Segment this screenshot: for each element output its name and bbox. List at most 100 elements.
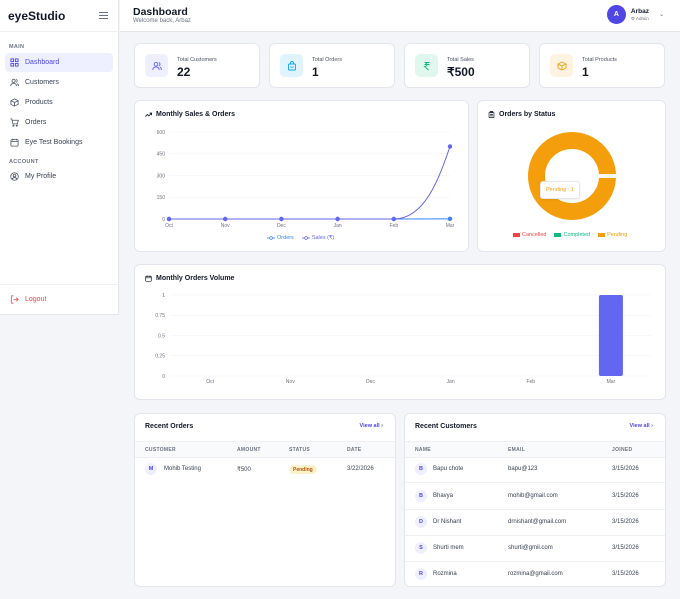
legend-item-sales[interactable]: Sales (₹) (301, 235, 334, 241)
avatar: A (606, 5, 626, 24)
x-tick-label: Mar (446, 223, 455, 229)
stat-value: 1 (582, 65, 589, 79)
y-tick-label: 450 (157, 152, 166, 158)
stat-label: Total Products (582, 57, 617, 63)
rupee-icon (415, 54, 438, 77)
chevron-right-icon: › (381, 423, 383, 429)
y-tick-label: 150 (157, 195, 166, 201)
orders-by-status-card: Orders by Status Pending : 1 Cancelled C… (477, 100, 666, 252)
y-tick-label: 0 (162, 217, 165, 223)
x-tick-label: Oct (165, 223, 173, 229)
legend-item-completed[interactable]: Completed (554, 232, 590, 238)
app-logo: eyeStudio (8, 8, 66, 23)
table-row[interactable]: B Bapu chote bapu@123 3/15/2026 (405, 457, 665, 483)
sales-line-chart: 0 150 300 450 600 Oct Nov Dec Jan Feb Mar (157, 130, 455, 229)
recent-customers-card: Recent Customers View all › NAME EMAIL J… (404, 413, 666, 587)
box-icon (550, 54, 573, 77)
customer-name: Mohib Testing (164, 466, 201, 472)
user-circle-icon (10, 172, 19, 181)
legend-item-orders[interactable]: Orders (267, 235, 294, 241)
stat-card-products: Total Products 1 (539, 43, 665, 88)
sidebar-item-eye-test-bookings[interactable]: Eye Test Bookings (5, 133, 113, 152)
chevron-down-icon: ⌄ (658, 12, 664, 18)
table-row[interactable]: B Bhavya mohib@gmail.com 3/15/2026 (405, 484, 665, 510)
column-header: JOINED (612, 447, 633, 453)
stat-card-customers: Total Customers 22 (134, 43, 260, 88)
y-tick-label: 0.25 (155, 354, 165, 360)
avatar: M (145, 463, 157, 475)
y-tick-label: 300 (157, 173, 166, 179)
chart-legend: Orders Sales (₹) (263, 235, 338, 241)
data-point (223, 216, 228, 222)
x-tick-label: Feb (389, 223, 398, 229)
chevron-right-icon: › (651, 423, 653, 429)
y-tick-label: 0.75 (155, 313, 165, 319)
x-tick-label: Feb (526, 379, 535, 385)
table-header: NAME EMAIL JOINED (405, 441, 665, 458)
view-all-orders-link[interactable]: View all › (359, 423, 383, 429)
avatar: B (415, 490, 427, 502)
sidebar-item-label: Orders (25, 119, 47, 126)
sidebar: eyeStudio MAIN Dashboard Customers Produ… (0, 0, 119, 315)
sidebar-divider (0, 284, 118, 285)
section-label-account: ACCOUNT (9, 159, 39, 165)
users-icon (145, 54, 168, 77)
status-badge: Pending (289, 465, 317, 474)
x-tick-label: Jan (334, 223, 342, 229)
sidebar-item-customers[interactable]: Customers (5, 73, 113, 92)
calendar-icon (145, 275, 152, 282)
logout-button[interactable]: Logout (5, 290, 46, 308)
avatar: B (415, 463, 427, 475)
logout-icon (10, 294, 19, 304)
data-point (447, 216, 453, 222)
sidebar-item-orders[interactable]: Orders (5, 113, 113, 132)
section-label-main: MAIN (9, 44, 25, 50)
stat-label: Total Orders (312, 57, 342, 63)
legend-item-cancelled[interactable]: Cancelled (513, 232, 546, 238)
users-icon (10, 78, 19, 87)
table-row[interactable]: M Mohib Testing ₹500 Pending 3/22/2026 (135, 457, 395, 483)
user-name: Arbaz (630, 7, 649, 15)
x-tick-label: Nov (221, 223, 230, 229)
customer-name: Bhavya (433, 493, 454, 499)
sidebar-item-label: Eye Test Bookings (25, 139, 83, 146)
stat-label: Total Customers (177, 57, 217, 63)
chart-title: Orders by Status (488, 111, 555, 118)
customer-joined: 3/15/2026 (612, 493, 639, 499)
logout-label: Logout (25, 295, 47, 303)
donut-slice-gap (599, 174, 619, 178)
sidebar-item-label: Products (25, 99, 53, 106)
legend-item-pending[interactable]: Pending (598, 232, 627, 238)
sidebar-item-dashboard[interactable]: Dashboard (5, 53, 113, 72)
stat-value: 22 (177, 65, 191, 79)
view-all-customers-link[interactable]: View all › (629, 423, 653, 429)
avatar: R (415, 568, 427, 580)
table-row[interactable]: S Shurti mem shurti@gmil.com 3/15/2026 (405, 536, 665, 562)
sidebar-item-my-profile[interactable]: My Profile (5, 167, 113, 186)
cart-icon (10, 118, 19, 127)
table-row[interactable]: D Dr Nishant drnishant@gmail.com 3/15/20… (405, 510, 665, 536)
chart-title: Monthly Orders Volume (145, 275, 234, 282)
status-legend: Cancelled Completed Pending (509, 232, 631, 238)
customer-joined: 3/15/2026 (612, 519, 639, 525)
y-tick-label: 0 (162, 374, 165, 380)
stat-card-orders: Total Orders 1 (269, 43, 395, 88)
table-row[interactable]: R Rozmina rozmina@gmail.com 3/15/2026 (405, 562, 665, 586)
data-point (279, 216, 284, 222)
recent-orders-card: Recent Orders View all › CUSTOMER AMOUNT… (134, 413, 396, 587)
user-menu[interactable]: A Arbaz ⚙ Admin ⌄ (606, 5, 664, 24)
welcome-text: Welcome back, Arbaz (133, 18, 191, 24)
customer-name: Rozmina (433, 571, 457, 577)
hamburger-icon[interactable] (99, 12, 108, 19)
order-date: 3/22/2026 (347, 466, 374, 472)
orders-volume-chart-card: Monthly Orders Volume 0 0.25 0.5 0.75 1 Oct No… (134, 264, 666, 400)
customer-name: Bapu chote (433, 466, 464, 472)
data-point (335, 216, 340, 222)
chart-title: Monthly Sales & Orders (145, 111, 235, 118)
stat-value: ₹500 (447, 65, 475, 79)
x-tick-label: Dec (366, 379, 375, 385)
donut-slice-pending[interactable] (528, 132, 616, 220)
sidebar-item-products[interactable]: Products (5, 93, 113, 112)
orders-bar-chart: 0 0.25 0.5 0.75 1 Oct Nov Dec Jan Feb Mar (155, 293, 651, 385)
user-role: ⚙ Admin (630, 15, 649, 21)
